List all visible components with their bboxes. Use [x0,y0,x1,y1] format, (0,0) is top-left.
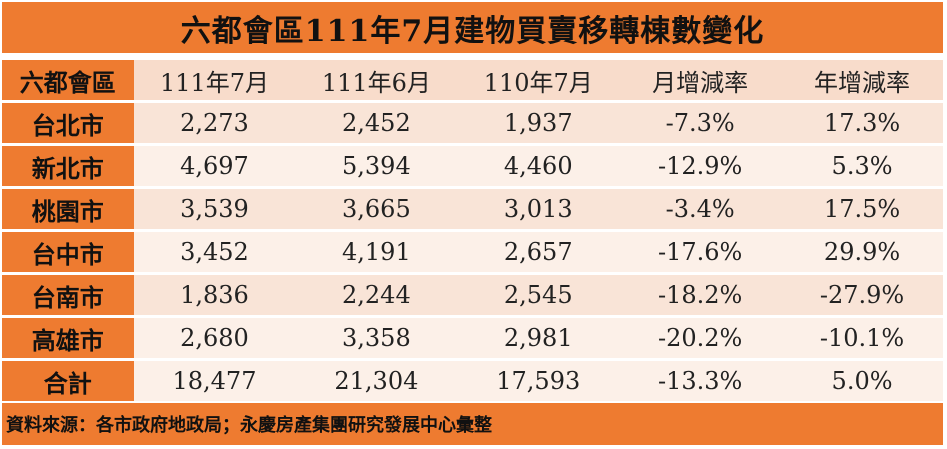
table-cell: 18,477 [133,361,296,401]
table-cell: 17.3% [781,103,943,143]
table-cell: 2,680 [133,318,296,358]
table-cell: -17.6% [619,232,782,272]
table-cell: -7.3% [619,103,782,143]
table-cell: 4,697 [133,146,296,186]
row-label: 台南市 [2,275,134,315]
table-cell: 3,665 [295,189,458,229]
table-cell: 2,244 [295,275,458,315]
header-row: 六都會區 111年7月 111年6月 110年7月 月增減率 年增減率 [2,60,943,100]
table-row: 新北市 4,697 5,394 4,460 -12.9% 5.3% [2,146,943,186]
table-cell: 17.5% [781,189,943,229]
table-cell: 5.0% [781,361,943,401]
table-cell: -10.1% [781,318,943,358]
table-cell: 4,191 [295,232,458,272]
table-cell: 3,358 [295,318,458,358]
data-table: 六都會區 111年7月 111年6月 110年7月 月增減率 年增減率 台北市 … [2,57,943,404]
table-cell: 2,981 [457,318,620,358]
header-cell-region: 六都會區 [2,60,134,100]
table-row: 台北市 2,273 2,452 1,937 -7.3% 17.3% [2,103,943,143]
table-cell: 2,545 [457,275,620,315]
table-row: 桃園市 3,539 3,665 3,013 -3.4% 17.5% [2,189,943,229]
source-note: 資料來源：各市政府地政局；永慶房產集團研究發展中心彙整 [2,403,943,445]
table-cell: 5.3% [781,146,943,186]
row-label: 台北市 [2,103,134,143]
table-cell: 4,460 [457,146,620,186]
table-cell: -13.3% [619,361,782,401]
table-cell: -3.4% [619,189,782,229]
table-cell: -18.2% [619,275,782,315]
table-row: 高雄市 2,680 3,358 2,981 -20.2% -10.1% [2,318,943,358]
table-cell: -20.2% [619,318,782,358]
header-cell-yoy: 年增減率 [781,60,943,100]
table-cell: 21,304 [295,361,458,401]
row-label: 合計 [2,361,134,401]
table-cell: 3,539 [133,189,296,229]
table-row-total: 合計 18,477 21,304 17,593 -13.3% 5.0% [2,361,943,401]
table-cell: -27.9% [781,275,943,315]
row-label: 高雄市 [2,318,134,358]
table-cell: 29.9% [781,232,943,272]
row-label: 新北市 [2,146,134,186]
header-cell-mom: 月增減率 [619,60,782,100]
header-cell-110-07: 110年7月 [457,60,620,100]
table-cell: 1,836 [133,275,296,315]
table-row: 台中市 3,452 4,191 2,657 -17.6% 29.9% [2,232,943,272]
table-cell: 2,273 [133,103,296,143]
table-cell: 1,937 [457,103,620,143]
table-cell: 2,452 [295,103,458,143]
table-title: 六都會區111年7月建物買賣移轉棟數變化 [2,2,943,53]
table-cell: 5,394 [295,146,458,186]
header-cell-111-06: 111年6月 [295,60,458,100]
table-cell: 17,593 [457,361,620,401]
table-cell: 3,013 [457,189,620,229]
header-cell-111-07: 111年7月 [133,60,296,100]
table-cell: -12.9% [619,146,782,186]
table-row: 台南市 1,836 2,244 2,545 -18.2% -27.9% [2,275,943,315]
table-cell: 2,657 [457,232,620,272]
row-label: 台中市 [2,232,134,272]
row-label: 桃園市 [2,189,134,229]
table-cell: 3,452 [133,232,296,272]
